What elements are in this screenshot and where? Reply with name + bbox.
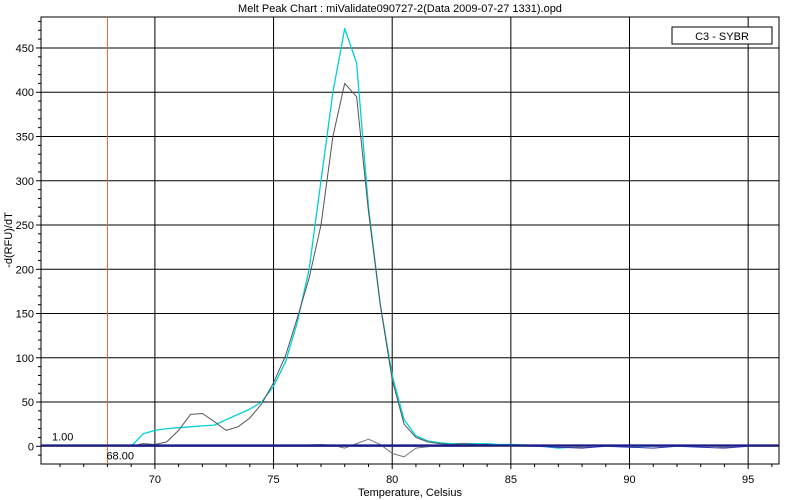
legend-entry: C3 - SYBR [695,31,749,43]
marker-label: 68.00 [106,450,134,462]
y-axis-label: -d(RFU)/dT [3,212,15,268]
x-tick-label: 70 [149,474,161,486]
y-tick-label: 200 [16,264,34,276]
y-tick-label: 150 [16,309,34,321]
y-tick-label: 300 [16,176,34,188]
legend: C3 - SYBR [671,26,773,45]
y-tick-label: 450 [16,43,34,55]
axis-ticks: 70 75 80 85 90 95 0 50 100 150 200 250 300 350 400 450 [16,20,773,486]
threshold-label: 1.00 [52,431,73,443]
grid-lines [41,17,779,464]
y-tick-label: 100 [16,353,34,365]
chart-title: Melt Peak Chart : miValidate090727-2(Dat… [238,3,562,15]
x-tick-label: 90 [623,474,635,486]
y-tick-label: 350 [16,131,34,143]
y-tick-label: 400 [16,87,34,99]
x-axis-label: Temperature, Celsius [358,487,462,499]
x-tick-label: 85 [505,474,517,486]
y-tick-label: 250 [16,220,34,232]
x-tick-label: 75 [267,474,279,486]
y-tick-label: 50 [22,397,34,409]
plot-area [40,16,780,465]
x-tick-label: 80 [386,474,398,486]
annotations: 1.00 68.00 [41,17,779,464]
y-tick-label: 0 [28,441,34,453]
legend-box [671,26,773,45]
x-tick-label: 95 [742,474,754,486]
